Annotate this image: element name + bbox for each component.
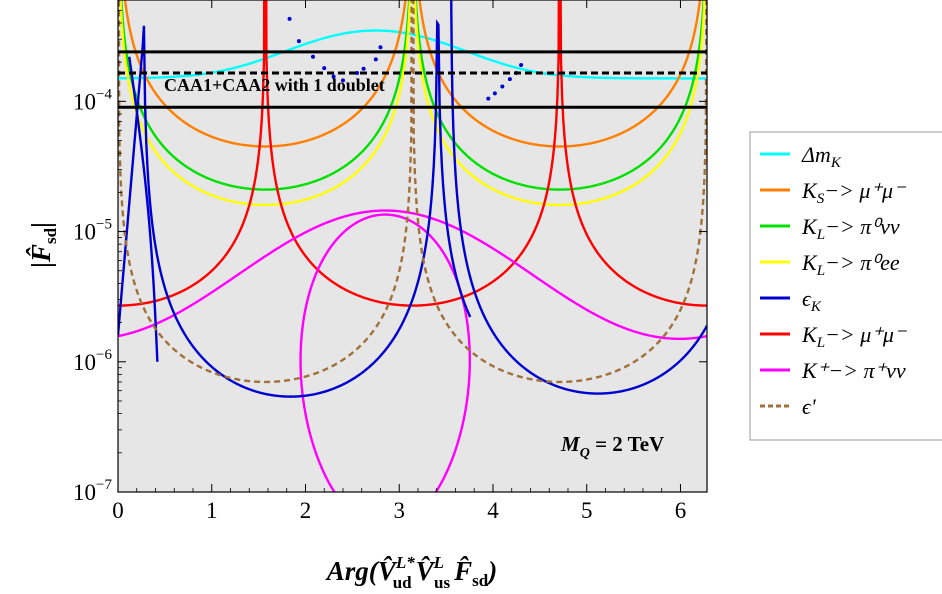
scatter-point — [340, 78, 345, 83]
legend-entry-name: K — [801, 322, 818, 347]
y-tick-label: 10−4 — [73, 86, 112, 114]
scatter-point — [378, 45, 383, 50]
xlabel-f-sub: sd — [472, 571, 489, 590]
band-annotation: CAA1+CAA2 with 1 doublet — [164, 75, 385, 95]
legend-entry-sub: K — [810, 299, 822, 315]
legend-entry-name: ϵ — [802, 286, 812, 311]
scatter-point — [322, 66, 327, 71]
legend-entry: ϵK — [802, 286, 822, 315]
ylabel-f: F̂ — [25, 244, 56, 263]
x-tick-label: 5 — [581, 498, 593, 523]
series-line-klpinn — [120, 0, 705, 191]
legend-entry-sub: L — [816, 335, 825, 351]
legend-box — [749, 131, 942, 441]
xlabel-v2-sup: L — [433, 553, 444, 572]
mass-symbol: M — [560, 432, 581, 456]
legend-entry-name: Δm — [801, 142, 831, 167]
legend-entry-name: K — [801, 214, 818, 239]
legend-entry-sub: K — [830, 155, 842, 171]
series-layer — [118, 0, 707, 492]
x-tick-label: 0 — [112, 498, 124, 523]
legend-entry: ϵ' — [802, 394, 816, 419]
xlabel-prefix: Arg( — [325, 556, 380, 586]
series-line-dmk — [118, 29, 707, 80]
y-tick-exponent: −6 — [96, 347, 112, 363]
x-tick-label: 2 — [300, 498, 312, 523]
band-layer — [118, 50, 707, 109]
legend-entry: KL−> π⁰νν — [801, 214, 900, 243]
scatter-point — [296, 39, 301, 44]
y-tick-label: 10−5 — [73, 217, 112, 245]
y-tick-base: 10 — [73, 480, 96, 505]
legend-entry: K⁺−> π⁺νν — [801, 358, 906, 383]
scatter-point — [331, 74, 336, 79]
legend-entry: KL−> π⁰ee — [801, 250, 900, 279]
scatter-point — [310, 54, 315, 59]
y-tick-base: 10 — [73, 220, 96, 245]
legend-entry-rest: −> π⁰νν — [825, 214, 900, 239]
y-tick-label: 10−6 — [73, 347, 112, 375]
legend-entry-sub: L — [816, 227, 825, 243]
y-axis-ticks: 10−710−610−510−4 — [73, 9, 707, 505]
xlabel-suffix: ) — [485, 556, 497, 586]
x-tick-label: 6 — [675, 498, 687, 523]
scatter-point — [507, 77, 512, 82]
x-tick-label: 3 — [393, 498, 405, 523]
scatter-point — [373, 57, 378, 62]
series-line-ks — [123, 0, 702, 148]
x-tick-label: 1 — [206, 498, 218, 523]
legend-entry-name: K⁺ — [801, 358, 831, 383]
legend-entry-sub: S — [817, 191, 825, 207]
legend-entry-name: K — [801, 178, 818, 203]
scatter-point — [500, 84, 505, 89]
xlabel-f: F̂ — [453, 555, 472, 586]
series-line-klpiee — [119, 0, 706, 207]
legend-entry: KL−> μ⁺μ⁻ — [801, 322, 908, 351]
xlabel-v1: V̂ — [378, 556, 398, 586]
x-tick-label: 4 — [487, 498, 499, 523]
xlabel-v2-sub: us — [434, 573, 450, 592]
mass-value: = 2 TeV — [590, 432, 664, 456]
legend-entry-rest: −> μ⁺μ⁻ — [825, 322, 908, 347]
legend-entry: KS−> μ⁺μ⁻ — [801, 178, 907, 207]
mass-annotation: MQ = 2 TeV — [560, 432, 664, 461]
legend-entry: ΔmK — [801, 142, 842, 171]
scatter-point — [355, 71, 360, 76]
legend-entry-name: ϵ' — [802, 394, 816, 419]
xlabel-v2: V̂ — [416, 556, 436, 586]
series-line-epsprime — [118, 0, 707, 384]
legend-entry-rest: −> π⁰ee — [825, 250, 900, 275]
scatter-point — [492, 91, 497, 96]
scatter-point — [361, 66, 366, 71]
legend-entry-sub: L — [816, 263, 825, 279]
plot-frame — [117, 0, 708, 493]
y-tick-exponent: −4 — [96, 86, 112, 102]
ylabel-f-sub: sd — [41, 227, 60, 244]
legend-entry-name: K — [801, 250, 818, 275]
ylabel-bar-open: | — [26, 262, 56, 268]
y-axis-label: |F̂sd| — [25, 222, 60, 268]
xlabel-v1-sup: L* — [395, 553, 415, 572]
series-line-klmumu — [118, 0, 707, 307]
y-tick-label: 10−7 — [73, 477, 112, 505]
scatter-point — [287, 16, 292, 21]
x-axis-label: Arg(V̂L* ud V̂L us F̂sd) — [325, 553, 497, 592]
scatter-point — [519, 63, 524, 68]
series-line-epsk — [118, 19, 472, 398]
ylabel-bar-close: | — [26, 222, 56, 228]
series-line-kplus — [118, 209, 707, 341]
y-tick-base: 10 — [73, 350, 96, 375]
legend-entry-rest: −> μ⁺μ⁻ — [824, 178, 907, 203]
xlabel-v1-sub: ud — [393, 573, 412, 592]
y-tick-base: 10 — [73, 89, 96, 114]
mass-subscript: Q — [580, 446, 590, 461]
scatter-point — [486, 96, 491, 101]
series-line-epsk — [450, 0, 707, 395]
y-tick-exponent: −5 — [96, 217, 112, 233]
legend-entry-rest: −> π⁺νν — [828, 358, 906, 383]
x-axis-ticks: 0 1 2 3 4 5 6 — [112, 0, 686, 523]
y-tick-exponent: −7 — [96, 477, 112, 493]
